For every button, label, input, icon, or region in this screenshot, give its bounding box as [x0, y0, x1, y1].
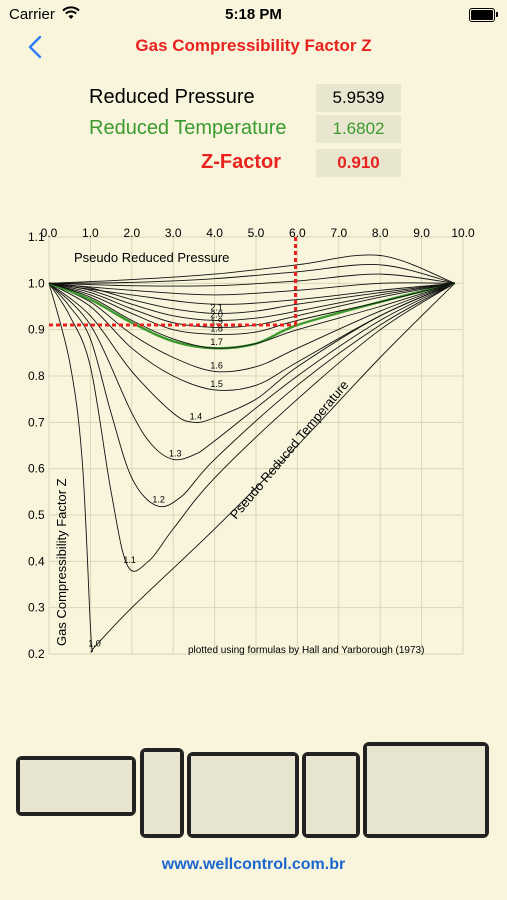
curve-label: 1.3 [169, 448, 182, 458]
back-chevron-icon[interactable] [22, 32, 50, 62]
x-tick-label: 10.0 [451, 226, 475, 240]
reduced-pressure-label: Reduced Pressure [89, 86, 255, 108]
curve-family-title: Pseudo Reduced Temperature [227, 377, 352, 522]
footnote: plotted using formulas by Hall and Yarbo… [188, 645, 424, 656]
temperature-curve [48, 282, 455, 423]
y-tick-label: 0.6 [28, 462, 45, 476]
y-tick-label: 0.7 [28, 415, 45, 429]
x-tick-label: 1.0 [82, 226, 99, 240]
temperature-curve [48, 282, 455, 328]
y-tick-label: 0.3 [28, 601, 45, 615]
z-factor-label: Z-Factor [201, 151, 281, 173]
reduced-pressure-value[interactable]: 5.9539 [316, 84, 401, 112]
curve-label: 1.6 [210, 360, 223, 370]
temperature-curve [48, 273, 455, 287]
temperature-curve [48, 282, 455, 373]
y-tick-label: 0.4 [28, 554, 45, 568]
x-tick-label: 0.0 [41, 226, 58, 240]
curve-label: 1.0 [88, 638, 101, 648]
screenshot-thumbnails [0, 742, 507, 842]
curve-label: 1.7 [210, 337, 223, 347]
curve-label: 1.1 [123, 555, 136, 565]
y-tick-label: 1.1 [28, 230, 45, 244]
curve-label: 2.0 [210, 309, 223, 319]
temperature-curve [48, 282, 455, 508]
curve-label: 1.9 [210, 316, 223, 326]
z-factor-value: 0.910 [316, 149, 401, 177]
curve-label: 1.2 [152, 495, 165, 505]
temperature-curve [48, 282, 455, 335]
thumbnail-1[interactable] [16, 756, 136, 816]
curve-label: 2.1 [210, 302, 223, 312]
x-tick-label: 5.0 [248, 226, 265, 240]
x-tick-label: 9.0 [413, 226, 430, 240]
y-tick-label: 0.8 [28, 369, 45, 383]
chart-curves [48, 254, 456, 653]
x-tick-label: 3.0 [165, 226, 182, 240]
y-tick-labels: 1.1 1.0 0.9 0.8 0.7 0.6 0.5 0.4 0.3 0.2 [28, 230, 45, 661]
temperature-curve [48, 282, 455, 305]
temperature-curve [48, 254, 455, 284]
battery-icon [469, 8, 498, 22]
thumbnail-3[interactable] [187, 752, 299, 838]
thumbnail-4[interactable] [302, 752, 360, 838]
x-tick-label: 8.0 [372, 226, 389, 240]
temperature-curve [48, 264, 455, 284]
temperature-curve [48, 282, 455, 296]
z-factor-chart: 0.0 1.0 2.0 3.0 4.0 5.0 6.0 7.0 8.0 9.0 10.0 1.11.… [28, 226, 475, 661]
curve-label: 1.8 [210, 323, 223, 333]
operating-point-marker [49, 237, 297, 327]
temperature-curve [48, 282, 455, 572]
temperature-curve [48, 282, 455, 461]
y-tick-label: 1.0 [28, 276, 45, 290]
temperature-curve [48, 282, 455, 391]
page-title: Gas Compressibility Factor Z [135, 36, 372, 55]
y-axis-title: Gas Compressibility Factor Z [54, 478, 69, 646]
x-tick-label: 4.0 [206, 226, 223, 240]
x-tick-label: 6.0 [289, 226, 306, 240]
curve-label: 1.5 [210, 379, 223, 389]
website-link[interactable]: www.wellcontrol.com.br [161, 856, 346, 873]
thumbnail-2[interactable] [140, 748, 184, 838]
temperature-curve [48, 282, 455, 349]
chart-grid [48, 236, 464, 655]
temperature-curve [48, 282, 455, 321]
x-tick-labels: 0.0 1.0 2.0 3.0 4.0 5.0 6.0 7.0 8.0 9.0 10.0 [41, 226, 475, 240]
y-tick-label: 0.9 [28, 323, 45, 337]
reduced-temperature-value[interactable]: 1.6802 [316, 115, 401, 143]
reduced-temperature-label: Reduced Temperature [89, 117, 287, 139]
status-bar: Carrier 5:18 PM [0, 0, 507, 28]
curve-label: 1.4 [190, 411, 203, 421]
curve-labels: 1.0 1.1 1.2 1.3 1.4 1.5 1.6 1.7 1.81.92.02.1 [88, 302, 223, 648]
x-tick-label: 7.0 [330, 226, 347, 240]
x-axis-title: Pseudo Reduced Pressure [74, 250, 229, 265]
y-tick-label: 0.5 [28, 508, 45, 522]
clock: 5:18 PM [225, 6, 282, 23]
thumbnail-5[interactable] [363, 742, 489, 838]
x-tick-label: 2.0 [123, 226, 140, 240]
y-tick-label: 0.2 [28, 647, 45, 661]
temperature-curve [48, 282, 456, 653]
carrier-label: Carrier [9, 6, 55, 23]
wifi-icon [62, 6, 80, 19]
